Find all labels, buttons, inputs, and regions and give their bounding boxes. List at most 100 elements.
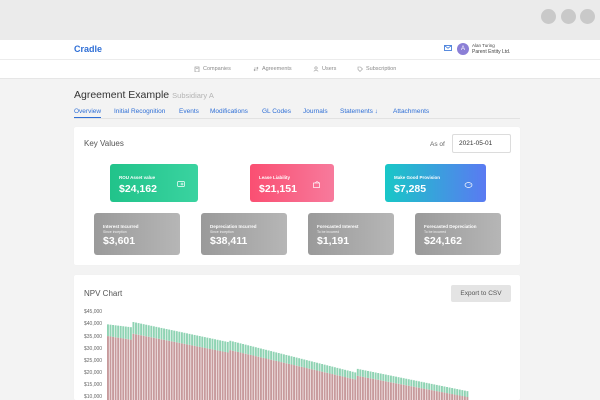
npv-bar-base xyxy=(206,348,209,400)
npv-bar-base xyxy=(270,359,273,400)
npv-bar-base xyxy=(389,382,392,400)
npv-bar-top xyxy=(196,335,199,347)
npv-bar-top xyxy=(112,325,115,337)
npv-bar-base xyxy=(372,378,375,400)
npv-bar-top xyxy=(119,325,122,339)
tab-statements[interactable]: Statements ↓ xyxy=(340,108,378,115)
npv-bar-base xyxy=(361,376,364,400)
export-csv-button[interactable]: Export to CSV xyxy=(451,285,511,302)
npv-bar-base xyxy=(344,377,346,400)
tab-gl-codes[interactable]: GL Codes xyxy=(262,108,292,115)
npv-bar-base xyxy=(221,351,224,400)
npv-bar-top xyxy=(389,375,392,383)
npv-bar-top xyxy=(183,332,186,344)
npv-bar-top xyxy=(272,351,275,361)
npv-bar-base xyxy=(234,351,237,400)
tab-modifications[interactable]: Modifications xyxy=(210,108,248,115)
npv-bar-top xyxy=(180,332,183,344)
window-control-dot[interactable] xyxy=(561,9,576,24)
avatar[interactable]: A xyxy=(457,43,469,55)
npv-bar-base xyxy=(430,390,433,400)
npv-bar-base xyxy=(280,362,283,400)
npv-bar-top xyxy=(224,341,227,352)
nav-item-subscription[interactable]: Subscription xyxy=(357,66,396,72)
npv-bar-base xyxy=(254,356,257,400)
npv-bar-top xyxy=(290,356,293,365)
npv-bar-top xyxy=(270,351,273,360)
npv-bar-top xyxy=(257,347,260,357)
tab-initial-recognition[interactable]: Initial Recognition xyxy=(114,108,166,115)
kv-value: $24,162 xyxy=(424,235,462,247)
npv-bar-base xyxy=(211,349,214,400)
tab-events[interactable]: Events xyxy=(179,108,199,115)
npv-bar-top xyxy=(338,368,341,376)
nav-item-agreements[interactable]: Agreements xyxy=(253,66,292,72)
npv-bar-base xyxy=(420,388,423,400)
window-control-dot[interactable] xyxy=(541,9,556,24)
nav-item-users[interactable]: Users xyxy=(313,66,336,72)
npv-bar-base xyxy=(170,341,173,400)
npv-bar-base xyxy=(397,383,400,400)
npv-bar-top xyxy=(107,324,109,337)
kv-value: $7,285 xyxy=(394,183,427,195)
npv-bar-base xyxy=(341,376,344,400)
npv-bar-top xyxy=(201,336,204,348)
npv-bar-base xyxy=(443,392,446,400)
npv-bar-top xyxy=(425,382,428,390)
npv-bar-top xyxy=(129,327,132,340)
as-of-label: As of xyxy=(430,141,445,148)
npv-bar-base xyxy=(122,338,125,400)
npv-bar-top xyxy=(303,359,306,368)
npv-bar-top xyxy=(418,381,420,388)
npv-bar-top xyxy=(377,373,380,380)
npv-bar-base xyxy=(433,390,436,400)
npv-bar-top xyxy=(326,365,329,373)
brand-logo[interactable]: Cradle xyxy=(74,44,103,54)
tab-bar: Overview Initial Recognition Events Modi… xyxy=(74,107,520,119)
npv-bar-base xyxy=(458,395,461,400)
npv-bar-base xyxy=(186,344,188,400)
npv-bar-base xyxy=(308,368,311,400)
npv-bar-top xyxy=(145,324,148,337)
npv-bar-base xyxy=(326,372,329,400)
npv-bar-base xyxy=(338,375,341,400)
interest-incurred-card: Interest Incurred Since inception $3,601 xyxy=(94,213,180,255)
npv-bar-top xyxy=(282,354,285,363)
npv-bar-base xyxy=(124,338,127,400)
npv-bar-top xyxy=(188,333,191,345)
npv-bar-base xyxy=(415,387,418,400)
npv-bar-base xyxy=(316,370,318,400)
npv-bar-top xyxy=(321,364,324,372)
as-of-date-input[interactable]: 2021-05-01 xyxy=(452,134,511,153)
npv-bar-base xyxy=(303,367,306,400)
npv-bar-base xyxy=(262,357,265,400)
tab-overview[interactable]: Overview xyxy=(74,108,102,118)
make-good-provision-card: Make Good Provision $7,285 xyxy=(385,164,486,202)
nav-item-companies[interactable]: Companies xyxy=(194,66,231,72)
npv-bar-base xyxy=(163,339,165,400)
tab-journals[interactable]: Journals xyxy=(303,108,328,115)
npv-bar-base xyxy=(145,336,148,400)
npv-bar-base xyxy=(336,375,339,400)
y-tick-label: $35,000 xyxy=(84,334,103,340)
npv-bar-base xyxy=(208,348,211,400)
npv-bar-top xyxy=(333,367,336,375)
npv-bar-top xyxy=(117,325,120,338)
kv-label: Forecasted Depreciation xyxy=(424,224,477,229)
npv-bar-top xyxy=(124,326,127,339)
window-control-dot[interactable] xyxy=(580,9,595,24)
npv-bar-base xyxy=(463,396,466,400)
npv-bar-base xyxy=(410,386,413,400)
npv-bar-top xyxy=(267,350,270,360)
kv-sublabel: Since inception xyxy=(103,230,127,234)
npv-bar-base xyxy=(359,376,362,400)
npv-bar-top xyxy=(293,356,296,366)
npv-bar-base xyxy=(219,350,222,400)
tab-attachments[interactable]: Attachments xyxy=(393,108,430,115)
kv-value: $21,151 xyxy=(259,183,297,195)
npv-bar-base xyxy=(374,379,377,400)
mail-icon[interactable] xyxy=(444,45,452,51)
npv-bar-base xyxy=(180,343,183,400)
npv-bar-top xyxy=(331,366,334,375)
npv-bar-base xyxy=(117,337,120,400)
